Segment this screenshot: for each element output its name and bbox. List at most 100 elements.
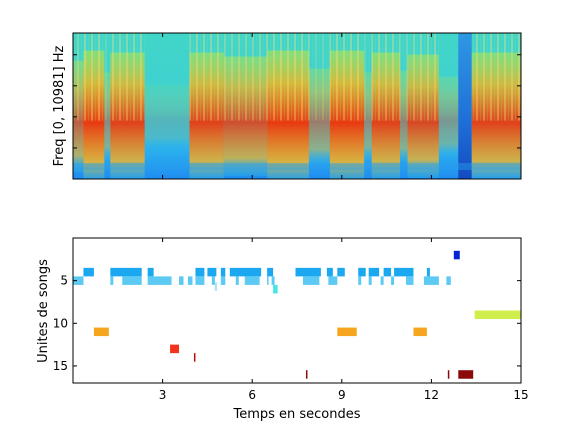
unit-segment [235,276,239,285]
spectrogram-burst [329,33,365,179]
unit-segment [214,282,217,291]
unit-segment [295,267,321,277]
unit-segment [147,276,172,285]
spectrogram-ylabel: Freq [0, 10981] Hz [52,45,67,166]
spectrogram-burst-cell [144,84,190,148]
spectrogram-burst [308,33,330,164]
spectrogram-burst-harmonics [371,33,401,121]
spectrogram-burst [110,33,145,179]
unit-segment [211,276,215,285]
unit-segment [380,276,384,285]
spectrogram-burst-harmonics [329,33,365,121]
spectrogram-burst [458,33,472,179]
spectrogram-ticks [73,33,522,179]
unit-segment [122,276,142,285]
unit-segment [426,267,430,277]
unit-segment [179,276,184,285]
spectrogram-burst-harmonics [400,33,408,121]
unit-segment [170,344,180,354]
unit-segment [147,267,154,277]
unit-segment [413,327,427,337]
unit-xtick-label: 12 [424,388,439,402]
spectrogram-noise-band [73,163,521,170]
unit-segment [229,267,262,277]
unit-segment [110,276,114,285]
unit-segment [193,353,196,362]
unit-segment [273,284,278,294]
unit-segment [358,276,362,285]
unit-segment [337,267,345,277]
spectrogram-panel: Freq [0, 10981] Hz [52,32,522,180]
spectrogram-frame [72,32,522,180]
unit-segment [458,370,474,379]
spectrogram-burst-harmonics [308,33,330,121]
spectrogram-burst [407,33,439,178]
song-units-background [73,238,521,383]
unit-segment [453,250,460,260]
unit-segments [73,250,521,379]
unit-segment [368,276,372,285]
spectrogram-burst-harmonics [407,33,439,121]
spectrogram-burst [364,33,372,160]
unit-segment [391,276,395,285]
unit-segment [368,267,380,277]
unit-ytick-label: 15 [53,359,68,373]
song-units-ylabel: Unites de songs [36,259,51,363]
spectrogram-burst [371,33,401,179]
spectrogram-burst [189,33,224,179]
unit-segment [302,276,320,285]
spectrogram-burst-harmonics [104,33,111,121]
unit-segment [271,276,275,285]
spectrogram-burst [400,33,408,162]
unit-segment [207,267,217,277]
unit-segment [195,276,205,285]
unit-segment [406,276,414,285]
unit-segment [73,276,84,285]
song-units-xlabel: Temps en secondes [232,407,360,422]
unit-segment [267,276,269,285]
spectrogram-burst [223,33,268,176]
spectrogram-burst-harmonics [83,33,105,121]
spectrogram-burst-harmonics [189,33,224,121]
unit-xtick-label: 6 [248,388,256,402]
spectrogram-burst [83,33,105,179]
unit-xtick-label: 9 [338,388,346,402]
unit-segment [244,276,260,285]
unit-segment [358,267,366,277]
unit-segment [187,276,193,285]
unit-xtick-label: 15 [513,388,528,402]
unit-segment [447,370,450,379]
unit-segment [394,267,414,277]
spectrogram-burst-harmonics [364,33,372,121]
unit-segment [110,267,142,277]
unit-segment [305,370,308,379]
spectrogram-burst [144,84,190,148]
unit-segment [446,276,451,285]
spectrogram-burst [73,33,84,172]
spectrogram-burst [267,33,309,179]
unit-segment [383,267,392,277]
spectrogram-burst-cell [438,76,459,156]
unit-xtick-label: 3 [159,388,167,402]
spectrogram-burst-harmonics [110,33,145,121]
unit-segment [267,267,274,277]
unit-segment [326,267,333,277]
unit-segment [337,327,357,337]
spectrogram-burst-harmonics [223,33,268,121]
unit-ticks: 3 6 9 12 15 5 10 15 [53,238,529,402]
spectrogram-burst-harmonics [267,33,309,121]
spectrogram-burst-harmonics [73,33,84,121]
unit-ytick-label: 10 [53,316,68,330]
spectrogram-bursts [73,33,521,179]
unit-segment [423,276,439,285]
unit-segment [474,310,521,320]
spectrogram-burst [104,33,111,160]
spectrogram-burst [471,33,521,179]
unit-segment [195,267,205,277]
unit-segment [93,327,109,337]
unit-ytick-label: 5 [60,274,68,288]
unit-segment [83,267,94,277]
song-units-frame [72,237,522,384]
song-units-panel: 3 6 9 12 15 5 10 15 Unites de songs Temps en se… [36,237,529,422]
